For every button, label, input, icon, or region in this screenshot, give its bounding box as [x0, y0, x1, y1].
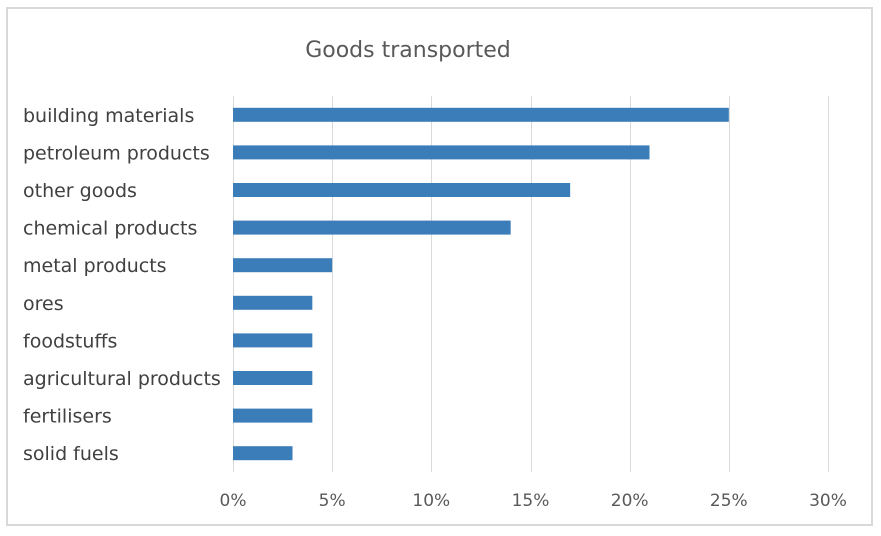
category-label: ores — [23, 293, 64, 315]
category-label: solid fuels — [23, 443, 119, 465]
bars — [233, 107, 729, 461]
x-tick-label: 20% — [611, 491, 649, 511]
bar-agricultural-products — [233, 371, 313, 385]
bar-petroleum-products — [233, 145, 650, 160]
chart-frame — [6, 7, 873, 526]
category-label: agricultural products — [23, 368, 221, 390]
bar-building-materials — [233, 107, 729, 122]
category-label: chemical products — [23, 218, 197, 240]
bar-metal-products — [233, 258, 333, 273]
category-label: metal products — [23, 255, 167, 277]
bar-foodstuffs — [233, 333, 313, 348]
bar-solid-fuels — [233, 446, 293, 461]
bar-fertilisers — [233, 408, 313, 423]
category-label: fertilisers — [23, 406, 112, 428]
x-tick-label: 25% — [710, 491, 748, 511]
category-label: foodstuffs — [23, 330, 117, 352]
x-tick-label: 15% — [512, 491, 550, 511]
category-label: petroleum products — [23, 142, 210, 164]
x-tick-label: 10% — [412, 491, 450, 511]
bar-other-goods — [233, 183, 571, 197]
chart-title: Goods transported — [305, 38, 511, 63]
category-label: other goods — [23, 180, 137, 202]
x-tick-label: 30% — [809, 491, 847, 511]
category-labels: building materials petroleum products othe… — [23, 105, 221, 465]
bar-chemical-products — [233, 220, 511, 235]
bar-ores — [233, 295, 313, 310]
x-tick-label: 5% — [319, 491, 346, 511]
x-tick-label: 0% — [220, 491, 247, 511]
x-tick-labels: 0% 5% 10% 15% 20% 25% 30% — [220, 491, 847, 511]
category-label: building materials — [23, 105, 194, 127]
